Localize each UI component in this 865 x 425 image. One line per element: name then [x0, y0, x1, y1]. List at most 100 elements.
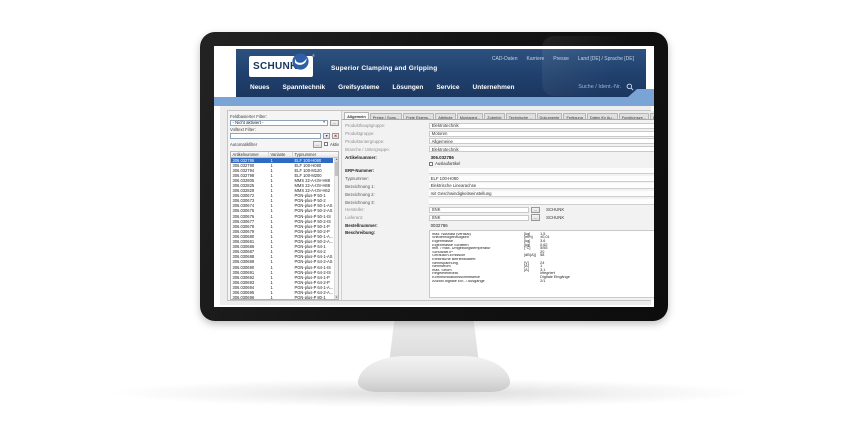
- detail-tab[interactable]: Allgemein: [344, 111, 369, 119]
- hersteller-browse-button[interactable]: ...: [531, 206, 541, 214]
- scroll-down-icon[interactable]: ▼: [335, 295, 339, 299]
- table-row[interactable]: 306.030678 1 PGN-plus-P 50-1-P: [231, 224, 333, 229]
- table-row[interactable]: 306.030672 1 PGN-plus-P 50-1: [231, 193, 333, 198]
- bezeichnung2-field[interactable]: mit Geschwindigkeitseinstellung: [429, 191, 654, 198]
- table-row[interactable]: 306.030691 1 PGN-plus-P 64-2-IS: [231, 270, 333, 275]
- search-label[interactable]: Suche / Ident.-Nr.: [578, 84, 621, 90]
- clear-filter-button[interactable]: ✖: [332, 132, 340, 139]
- table-row[interactable]: 306.030693 1 PGN-plus-P 64-2-P: [231, 280, 333, 285]
- detail-tab[interactable]: Einzelfelddaten: [650, 112, 654, 119]
- article-table-scrollbar[interactable]: ▲ ▼: [334, 157, 339, 299]
- top-link[interactable]: Land [DE] / Sprache [DE]: [577, 56, 634, 62]
- cell-artikelnummer: 306.030690: [232, 264, 255, 270]
- apply-filter-button[interactable]: ▼: [323, 132, 331, 139]
- table-row[interactable]: 306.030674 1 PGN-plus-P 50-1-AS: [231, 203, 333, 208]
- cell-artikelnummer: 306.030680: [232, 233, 255, 239]
- table-row[interactable]: 306.030694 1 PGN-plus-P 64-1-A...: [231, 285, 334, 290]
- nav-item[interactable]: Unternehmen: [472, 84, 515, 91]
- table-row[interactable]: 306.032805 1 MMS 22-A-I3V-H88: [231, 178, 333, 183]
- chevron-down-icon: ▼: [322, 120, 326, 125]
- monitor-frame: SCHUNK ® Superior Clamping and Gripping …: [200, 32, 668, 321]
- table-row[interactable]: 306.030673 1 PGN-plus-P 50-2: [231, 198, 333, 203]
- table-row[interactable]: 306.030686 1 PGN-plus-P 64-1: [231, 244, 333, 249]
- table-row[interactable]: 306.030675 1 PGN-plus-P 50-2-AS: [231, 208, 333, 213]
- bezeichnung3-field[interactable]: [429, 199, 654, 206]
- typnummer-field[interactable]: ELF 100-H080: [429, 175, 654, 182]
- auslaufartikel-checkbox[interactable]: [429, 161, 434, 166]
- spec-value: 0,62: [540, 242, 548, 247]
- fulltext-filter-input[interactable]: [230, 132, 322, 139]
- hersteller-code-field[interactable]: SNK: [429, 206, 530, 213]
- nav-item[interactable]: Greifsysteme: [338, 84, 380, 91]
- bezeichnung1-field[interactable]: Elektrische Linearachse: [429, 183, 654, 190]
- detail-tab[interactable]: Attribute: [435, 112, 456, 119]
- table-row[interactable]: 306.030679 1 PGN-plus-P 50-2-P: [231, 229, 333, 234]
- detail-tab[interactable]: Montaged...: [456, 112, 484, 119]
- magnifier-icon[interactable]: [626, 83, 634, 91]
- table-row[interactable]: 306.030677 1 PGN-plus-P 50-2-IS: [231, 219, 333, 224]
- produktuntergruppe-select[interactable]: Allgemeine ▼: [429, 138, 654, 145]
- cell-variante: 1: [270, 167, 273, 173]
- detail-tab[interactable]: Preise / Sons...: [369, 112, 403, 119]
- table-row[interactable]: 306.032786 1 ELF 100-H080: [231, 157, 334, 163]
- table-row[interactable]: 306.032798 1 ELF 100-M200: [231, 173, 333, 178]
- detail-tab[interactable]: Funktionsze...: [618, 112, 649, 119]
- produktuntergruppe-label: Produktuntergruppe:: [345, 138, 385, 144]
- field-filter-browse-button[interactable]: ...: [330, 119, 340, 126]
- cell-variante: 1: [270, 269, 273, 275]
- column-header-variante[interactable]: Variante: [269, 151, 293, 157]
- nav-item[interactable]: Lösungen: [392, 84, 424, 91]
- spec-unit: [A]: [524, 267, 529, 272]
- cell-typnummer: PGN-plus-P 50-2-IS: [294, 218, 331, 224]
- field-filter-select[interactable]: - Nicht aktiviert - ▼: [230, 119, 329, 126]
- nav-item[interactable]: Neues: [250, 84, 270, 91]
- lieferant-label: Lieferant:: [345, 215, 364, 221]
- table-row[interactable]: 306.030681 1 PGN-plus-P 50-2-A...: [231, 239, 334, 244]
- lieferant-browse-button[interactable]: ...: [531, 214, 541, 221]
- detail-tab[interactable]: Fertigung: [563, 112, 586, 119]
- band-corner-accent: [628, 89, 654, 97]
- table-row[interactable]: 306.030689 1 PGN-plus-P 64-2-AS: [231, 259, 333, 264]
- column-header-typnummer[interactable]: Typnummer: [294, 151, 317, 157]
- table-row[interactable]: 306.030688 1 PGN-plus-P 64-1-AS: [231, 254, 333, 259]
- erp-nummer-field[interactable]: [429, 167, 654, 174]
- branche-field[interactable]: Elektrotechnik: [429, 146, 654, 153]
- produktgruppe-select[interactable]: Motoren ▼: [429, 130, 654, 137]
- cell-artikelnummer: 306.030688: [232, 254, 255, 260]
- nav-item[interactable]: Service: [436, 84, 460, 91]
- auto-filter-browse-button[interactable]: ...: [313, 141, 323, 148]
- cell-typnummer: PGN-plus-P 64-1-IS: [294, 264, 331, 270]
- detail-pane: Allgemein Preise / Sons... Freie Eigens...…: [342, 111, 654, 300]
- detail-tab[interactable]: Zubehör: [484, 112, 505, 119]
- nav-item[interactable]: Spanntechnik: [282, 84, 326, 91]
- top-link[interactable]: Presse: [553, 56, 569, 62]
- beschreibung-textarea[interactable]: max. Nutzlast (vertikal) [kg] 1,5 Wieder…: [429, 230, 654, 298]
- table-row[interactable]: 306.030695 1 PGN-plus-P 64-2-A...: [231, 290, 334, 295]
- table-row[interactable]: 306.032825 1 MMS 22-A-I3V-H88: [231, 183, 333, 188]
- table-row[interactable]: 306.030690 1 PGN-plus-P 64-1-IS: [231, 264, 333, 270]
- detail-tab[interactable]: Daten für Au...: [586, 112, 618, 119]
- table-row[interactable]: 306.030687 1 PGN-plus-P 64-2: [231, 249, 333, 254]
- cell-variante: 1: [270, 177, 273, 183]
- table-row[interactable]: 306.030676 1 PGN-plus-P 50-1-IS: [231, 214, 333, 219]
- auslaufartikel-label: Auslaufartikel: [435, 161, 461, 167]
- detail-tab[interactable]: Technische ...: [505, 112, 536, 119]
- produkthauptgruppe-select[interactable]: Elektrotechnik ▼: [429, 122, 654, 129]
- top-link[interactable]: CAD-Daten: [491, 56, 518, 62]
- scroll-up-icon[interactable]: ▲: [335, 157, 339, 162]
- table-row[interactable]: 306.032790 1 ELF 100-H080: [231, 163, 333, 168]
- detail-tab[interactable]: Dokumente: [536, 112, 563, 119]
- table-row[interactable]: 306.030692 1 PGN-plus-P 64-1-P: [231, 275, 333, 280]
- spec-name: Elektrische Betriebsdaten:: [432, 258, 477, 262]
- top-link[interactable]: Karriere: [526, 56, 545, 62]
- scrollbar-thumb[interactable]: [335, 161, 339, 176]
- column-header-artikelnummer[interactable]: Artikelnummer: [231, 151, 269, 157]
- table-row[interactable]: 306.030680 1 PGN-plus-P 50-1-A...: [231, 233, 334, 239]
- lieferant-code-field[interactable]: SNK: [429, 214, 530, 221]
- site-search[interactable]: Suche / Ident.-Nr.: [578, 83, 634, 91]
- table-row[interactable]: 306.032794 1 ELF 100-M120: [231, 168, 333, 173]
- table-row[interactable]: 306.030696 1 PGN-plus-P 80-1: [231, 295, 333, 299]
- detail-tab[interactable]: Freie Eigens...: [403, 112, 435, 119]
- auto-filter-active-checkbox[interactable]: [324, 142, 329, 147]
- table-row[interactable]: 306.032829 1 MMS 22-A-I3V-H62: [231, 188, 333, 193]
